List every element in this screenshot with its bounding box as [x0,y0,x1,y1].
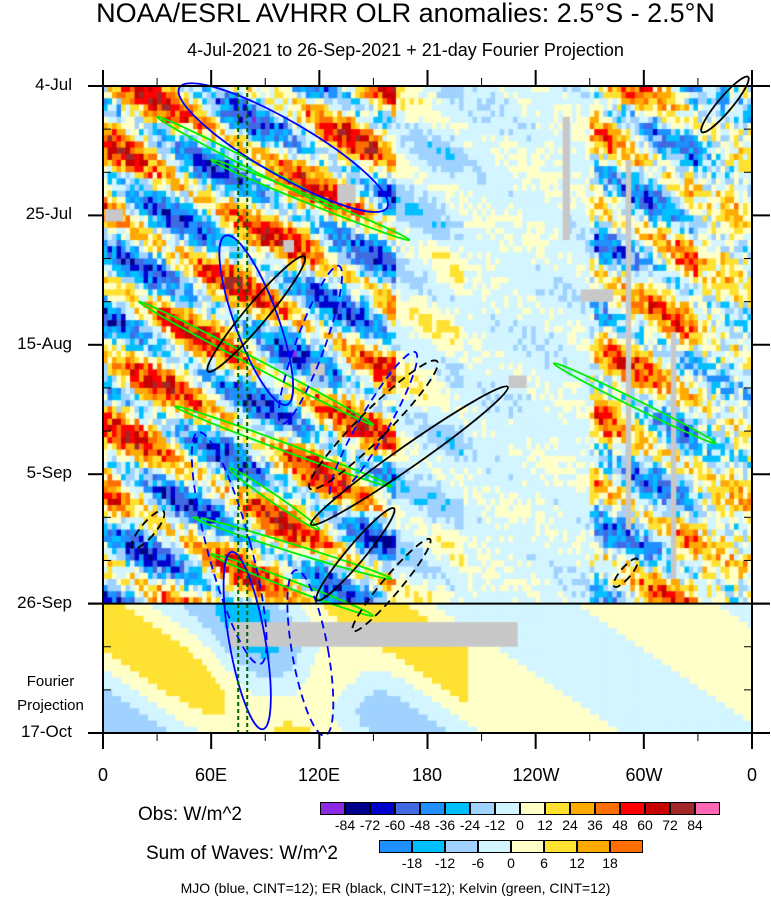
mjo-contour [218,234,295,406]
colorbar-swatch [695,802,720,815]
colorbar-tick-label: 36 [587,817,603,833]
mjo-contour [277,264,343,425]
mjo-contour [222,550,272,731]
olr-anomaly-field [103,86,752,733]
colorbar-swatch [420,802,445,815]
colorbar-swatch [620,802,645,815]
colorbar-tick-label: 24 [562,817,578,833]
er-contour [612,557,639,588]
colorbar-swatch [379,840,412,853]
x-tick-label: 0 [97,765,108,785]
y-tick-label: 26-Sep [17,593,72,612]
kelvin-contour [192,516,393,581]
chart-subtitle: 4-Jul-2021 to 26-Sep-2021 + 21-day Fouri… [187,40,624,60]
y-tick-label: 17-Oct [20,722,72,741]
contour-legend: MJO (blue, CINT=12); ER (black, CINT=12)… [180,880,611,896]
er-contour [700,75,750,134]
kelvin-contour [210,158,411,242]
colorbar-tick-label: 48 [612,817,628,833]
colorbar-tick-label: 12 [537,817,553,833]
colorbar-swatch [645,802,670,815]
colorbar-swatch [511,840,544,853]
mjo-contour [190,431,268,666]
kelvin-contour [174,405,393,488]
x-tick-label: 60W [625,765,663,785]
colorbar-swatch [478,840,511,853]
colorbar-swatch [445,802,470,815]
colorbar-swatch [595,802,620,815]
colorbar-tick-label: -12 [484,817,506,833]
colorbar-swatch [370,802,395,815]
colorbar-tick-label: -36 [434,817,456,833]
colorbar-tick-label: -6 [471,855,485,871]
y-tick-label: 5-Sep [26,463,72,482]
colorbar-swatch [545,802,570,815]
colorbar-tick-label: 12 [569,855,585,871]
colorbar-swatch [544,840,577,853]
colorbar-swatch [670,802,695,815]
x-tick-label: 0 [746,765,757,785]
colorbar-swatch [395,802,420,815]
er-contour [308,359,439,491]
colorbar-swatch [412,840,445,853]
kelvin-contour [228,466,321,531]
er-contour [206,255,307,373]
kelvin-contour [210,553,375,618]
colorbar-tick-label: -72 [359,817,381,833]
colorbar-tick-label: 18 [602,855,618,871]
y-tick-label: 4-Jul [35,75,72,94]
colorbar-swatch [570,802,595,815]
colorbar-tick-label: 84 [687,817,703,833]
colorbar-swatch [495,802,520,815]
x-tick-label: 120E [297,765,341,785]
colorbar-tick-label: 60 [637,817,653,833]
x-tick-label: 120W [512,765,560,785]
mjo-contour [177,82,389,213]
colorbar-swatch [610,840,643,853]
er-contour [130,509,166,550]
colorbar-swatch [320,802,345,815]
colorbar-swatch [345,802,370,815]
colorbar-tick-label: 6 [540,855,548,871]
colorbar-swatch [470,802,495,815]
x-tick-label: 60E [194,765,228,785]
colorbar-tick-label: 72 [662,817,678,833]
chart-title: NOAA/ESRL AVHRR OLR anomalies: 2.5°S - 2… [96,0,715,28]
projection-label: Fourier Projection [17,673,84,714]
kelvin-contour [552,362,717,445]
y-tick-label: 15-Aug [17,334,72,353]
colorbar-tick-label: -12 [434,855,456,871]
colorbar-tick-label: 0 [507,855,515,871]
colorbar-tick-label: -60 [384,817,406,833]
colorbar-tick-label: 0 [516,817,524,833]
y-tick-label: 25-Jul [25,204,72,223]
waves-colorbar-label: Sum of Waves: W/m^2 [146,843,338,864]
kelvin-contour [138,300,375,426]
obs-colorbar-label: Obs: W/m^2 [138,804,242,825]
er-contour [351,537,432,633]
colorbar-swatch [577,840,610,853]
mjo-contour [286,569,335,737]
colorbar-swatch [520,802,545,815]
er-contour [315,507,396,602]
er-contour [310,385,509,527]
colorbar-swatch [445,840,478,853]
x-tick-label: 180 [411,765,443,785]
colorbar-tick-label: -24 [459,817,481,833]
colorbar-tick-label: -18 [401,855,423,871]
colorbar-tick-label: -84 [334,817,356,833]
colorbar-tick-label: -48 [409,817,431,833]
